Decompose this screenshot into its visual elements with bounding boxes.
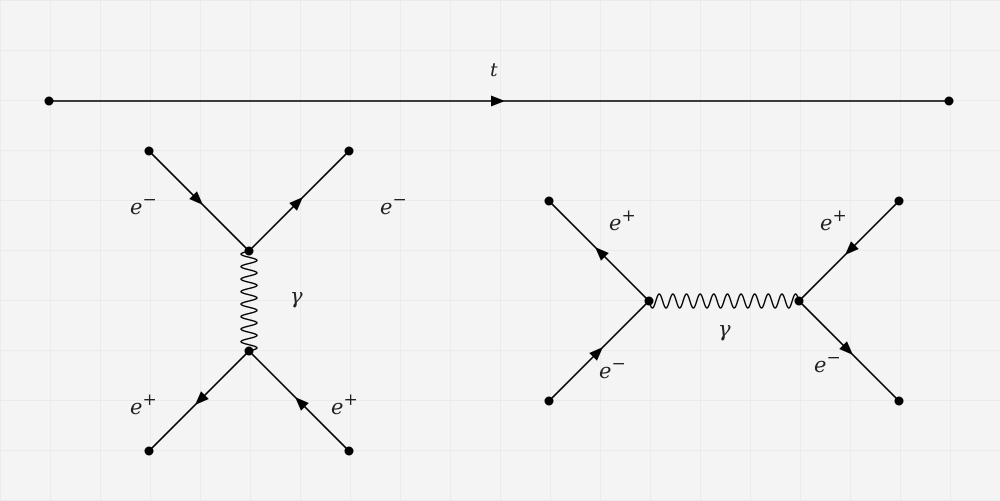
label-bottom-left: e+	[130, 390, 157, 419]
arrow-outgoing-positron	[195, 391, 209, 405]
endpoint-left-top	[544, 196, 554, 206]
arrow-incoming-positron	[295, 397, 309, 411]
photon-propagator-horizontal	[648, 293, 800, 309]
label-right-bottom: e−	[814, 348, 841, 377]
arrow-incoming-electron-left	[589, 347, 603, 361]
arrow-incoming-electron	[189, 191, 203, 205]
endpoint-right-top	[894, 196, 904, 206]
endpoint-bottom-left	[144, 446, 154, 456]
label-left-top: e+	[609, 206, 636, 235]
endpoint-bottom-right	[344, 446, 354, 456]
label-top-left: e−	[130, 190, 157, 219]
endpoint-right-bottom	[894, 396, 904, 406]
label-bottom-right: e+	[331, 390, 358, 419]
time-axis-end-dot	[944, 96, 954, 106]
label-right-top: e+	[820, 206, 847, 235]
scattering-diagram: e− e− γ e+ e+	[130, 146, 407, 456]
endpoint-top-right	[344, 146, 354, 156]
arrow-outgoing-electron	[289, 197, 303, 211]
label-left-bottom: e−	[599, 354, 626, 383]
endpoint-left-bottom	[544, 396, 554, 406]
arrow-incoming-positron-right	[845, 241, 859, 255]
label-photon-scattering: γ	[290, 284, 303, 308]
time-axis: t	[44, 59, 954, 107]
time-axis-label: t	[490, 59, 498, 81]
endpoint-top-left	[144, 146, 154, 156]
photon-propagator-vertical	[240, 250, 258, 352]
vertex-left	[644, 296, 654, 306]
label-photon-annihilation: γ	[718, 317, 731, 341]
vertex-lower	[244, 346, 254, 356]
annihilation-diagram: e+ e+ γ e− e−	[544, 196, 904, 406]
arrow-outgoing-electron-right	[839, 341, 853, 355]
vertex-upper	[244, 246, 254, 256]
arrow-outgoing-positron-left	[595, 247, 609, 261]
vertex-right	[794, 296, 804, 306]
label-top-right: e−	[380, 190, 407, 219]
time-axis-start-dot	[44, 96, 54, 106]
time-axis-arrow	[491, 95, 505, 107]
